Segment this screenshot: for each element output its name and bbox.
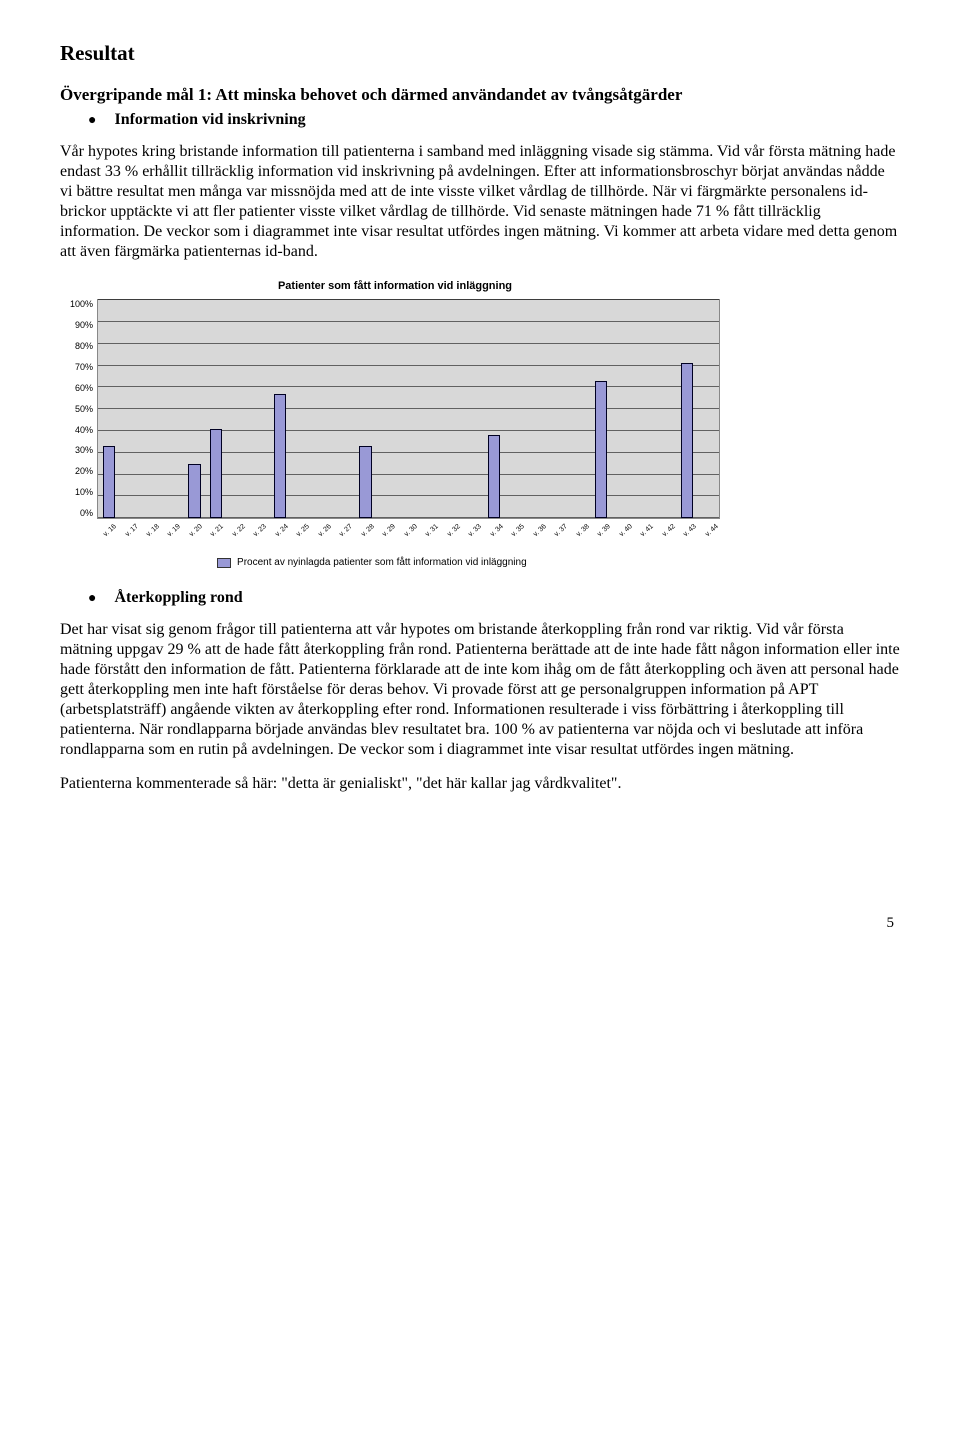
section1-paragraph: Vår hypotes kring bristande information … [60, 142, 900, 262]
x-tick-label: v. 43 [680, 521, 702, 542]
bar-slot [119, 300, 140, 518]
bar-slot [205, 300, 226, 518]
bar-slot [355, 300, 376, 518]
x-tick-label: v. 24 [272, 521, 294, 542]
bullet-icon: ● [88, 112, 96, 130]
chart-y-axis: 100% 90% 80% 70% 60% 50% 40% 30% 20% 10% 0% [70, 299, 97, 519]
x-tick-label: v. 25 [293, 521, 315, 542]
y-tick-label: 90% [75, 320, 93, 331]
x-tick-label: v. 20 [186, 521, 208, 542]
bullet-icon: ● [88, 590, 96, 608]
bar-slot [676, 300, 697, 518]
bar-slot [590, 300, 611, 518]
bar-slot [569, 300, 590, 518]
bar-slot [462, 300, 483, 518]
chart-plot-area [97, 299, 720, 519]
y-tick-label: 0% [80, 508, 93, 519]
bar-slot [441, 300, 462, 518]
page-number: 5 [60, 914, 900, 933]
x-tick-label: v. 40 [615, 521, 637, 542]
x-tick-label: v. 19 [164, 521, 186, 542]
x-tick-label: v. 17 [121, 521, 143, 542]
y-tick-label: 30% [75, 445, 93, 456]
bar-slot [226, 300, 247, 518]
x-tick-label: v. 36 [529, 521, 551, 542]
y-tick-label: 10% [75, 487, 93, 498]
chart-bar [210, 429, 222, 518]
x-tick-label: v. 44 [701, 521, 723, 542]
bar-slot [398, 300, 419, 518]
bar-slot [697, 300, 718, 518]
bar-slot [419, 300, 440, 518]
x-tick-label: v. 16 [100, 521, 122, 542]
x-tick-label: v. 31 [422, 521, 444, 542]
x-tick-label: v. 42 [658, 521, 680, 542]
bar-slot [269, 300, 290, 518]
bar-slot [548, 300, 569, 518]
bar-slot [141, 300, 162, 518]
chart-title: Patienter som fått information vid inläg… [70, 280, 720, 294]
chart-bar [359, 446, 371, 518]
goal-subheading: Övergripande mål 1: Att minska behovet o… [60, 84, 900, 105]
section-aterkoppling: ● Återkoppling rond [60, 588, 900, 608]
legend-swatch [217, 558, 231, 568]
x-tick-label: v. 38 [572, 521, 594, 542]
chart-bar [488, 435, 500, 518]
y-tick-label: 20% [75, 466, 93, 477]
legend-text: Procent av nyinlagda patienter som fått … [237, 557, 527, 570]
x-tick-label: v. 23 [250, 521, 272, 542]
bar-slot [312, 300, 333, 518]
y-tick-label: 40% [75, 425, 93, 436]
chart-bar [595, 381, 607, 518]
y-tick-label: 60% [75, 383, 93, 394]
section-title: Återkoppling rond [114, 588, 242, 608]
x-tick-label: v. 26 [315, 521, 337, 542]
x-tick-label: v. 29 [379, 521, 401, 542]
section-title: Information vid inskrivning [114, 110, 305, 130]
x-tick-label: v. 22 [229, 521, 251, 542]
y-tick-label: 70% [75, 362, 93, 373]
page-heading: Resultat [60, 40, 900, 66]
chart-bar [681, 363, 693, 518]
x-tick-label: v. 21 [207, 521, 229, 542]
chart-legend: Procent av nyinlagda patienter som fått … [217, 557, 720, 570]
x-tick-label: v. 27 [336, 521, 358, 542]
bar-slot [376, 300, 397, 518]
x-tick-label: v. 18 [143, 521, 165, 542]
x-tick-label: v. 30 [401, 521, 423, 542]
bar-slot [184, 300, 205, 518]
bar-slot [248, 300, 269, 518]
x-tick-label: v. 41 [637, 521, 659, 542]
y-tick-label: 80% [75, 341, 93, 352]
bar-slot [98, 300, 119, 518]
y-tick-label: 100% [70, 299, 93, 310]
bar-slot [162, 300, 183, 518]
bar-slot [526, 300, 547, 518]
chart-x-axis: v. 16v. 17v. 18v. 19v. 20v. 21v. 22v. 23… [97, 522, 720, 537]
chart-bar [103, 446, 115, 518]
chart-container: Patienter som fått information vid inläg… [70, 280, 720, 570]
x-tick-label: v. 33 [465, 521, 487, 542]
x-tick-label: v. 28 [358, 521, 380, 542]
bar-slot [633, 300, 654, 518]
chart-bar [188, 464, 200, 519]
x-tick-label: v. 34 [487, 521, 509, 542]
section-information: ● Information vid inskrivning [60, 110, 900, 130]
bar-slot [505, 300, 526, 518]
bar-slot [291, 300, 312, 518]
section2-paragraph: Det har visat sig genom frågor till pati… [60, 620, 900, 760]
y-tick-label: 50% [75, 404, 93, 415]
bar-slot [334, 300, 355, 518]
bar-slot [612, 300, 633, 518]
chart-bars [98, 300, 719, 518]
bar-slot [655, 300, 676, 518]
x-tick-label: v. 37 [551, 521, 573, 542]
section2-quote: Patienterna kommenterade så här: "detta … [60, 774, 900, 794]
x-tick-label: v. 35 [508, 521, 530, 542]
chart-bar [274, 394, 286, 518]
x-tick-label: v. 39 [594, 521, 616, 542]
bar-slot [483, 300, 504, 518]
x-tick-label: v. 32 [444, 521, 466, 542]
